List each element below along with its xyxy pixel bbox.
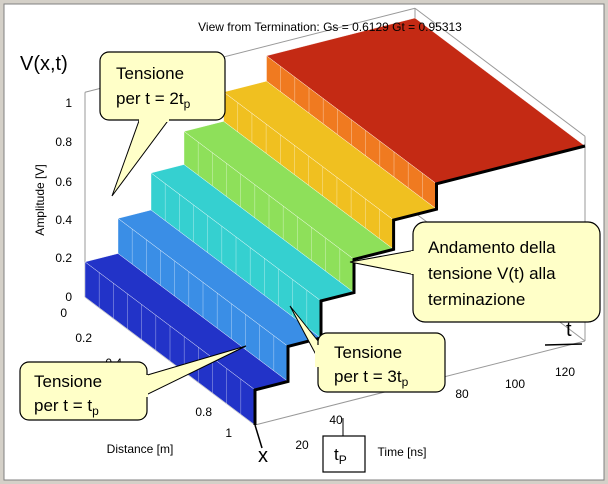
callout-text: terminazione (428, 290, 525, 309)
title: View from Termination: Gs = 0.6129 Gt = … (198, 20, 462, 34)
z-label: V(x,t) (20, 53, 68, 75)
callout-text: tensione V(t) alla (428, 264, 556, 283)
amplitude-tick-label: 0 (65, 290, 72, 304)
termination-line (253, 144, 586, 425)
svg-text:tP: tP (334, 445, 347, 467)
distance-tick-label: 0 (60, 306, 67, 320)
distance-tick-label: 0.2 (75, 331, 92, 345)
time-tick-label: 80 (455, 387, 469, 401)
callout-text: per t = 3t (334, 367, 402, 386)
time-tick-label: 100 (505, 377, 525, 391)
distance-tick-label: 0.8 (195, 405, 212, 419)
callout-text: per t = t (34, 396, 92, 415)
time-tick-label: 120 (555, 365, 575, 379)
svg-text:Tensione: Tensione (34, 372, 102, 391)
callout-sub: p (92, 404, 99, 418)
box-edge (414, 7, 586, 137)
svg-text:Tensione: Tensione (334, 343, 402, 362)
callout-sub: p (402, 375, 409, 389)
x-label: x (258, 445, 268, 467)
callout-text: Tensione (116, 64, 184, 83)
amplitude-tick-label: 0.6 (55, 175, 72, 189)
callout: Tensione per t = tp (19, 345, 247, 421)
svg-text:per t = 2tp: per t = 2tp (116, 89, 191, 111)
time-tick-label: 40 (329, 413, 343, 427)
amplitude-label: Amplitude [V] (33, 164, 47, 235)
amplitude-tick-label: 0.4 (55, 213, 72, 227)
amplitude-tick-label: 0.8 (55, 135, 72, 149)
t-arrow (544, 343, 583, 346)
callout-text: Tensione (34, 372, 102, 391)
svg-text:Tensione: Tensione (116, 64, 184, 83)
callout-sub: p (184, 97, 191, 111)
tp-text: t (334, 445, 339, 464)
t-label: t (566, 319, 572, 341)
callout: Tensione per t = 2tp (99, 51, 226, 197)
distance-label: Distance [m] (107, 442, 174, 456)
time-label: Time [ns] (378, 445, 427, 459)
tp-box: tP (322, 418, 366, 473)
callout: Tensione per t = 3tp (289, 305, 446, 393)
svg-text:per t = tp: per t = tp (34, 396, 99, 418)
callout-text: Andamento della (428, 238, 556, 257)
amplitude-tick-label: 0.2 (55, 251, 72, 265)
svg-text:per t = 3tp: per t = 3tp (334, 367, 409, 389)
callout-text: per t = 2t (116, 89, 184, 108)
callout-text: Tensione (334, 343, 402, 362)
tp-sub: P (339, 453, 347, 467)
x-arrow (254, 424, 263, 449)
callout: Andamento della tensione V(t) alla termi… (349, 221, 601, 323)
amplitude-tick-label: 1 (65, 96, 72, 110)
surface (84, 7, 586, 426)
distance-tick-label: 1 (225, 426, 232, 440)
time-tick-label: 20 (295, 438, 309, 452)
